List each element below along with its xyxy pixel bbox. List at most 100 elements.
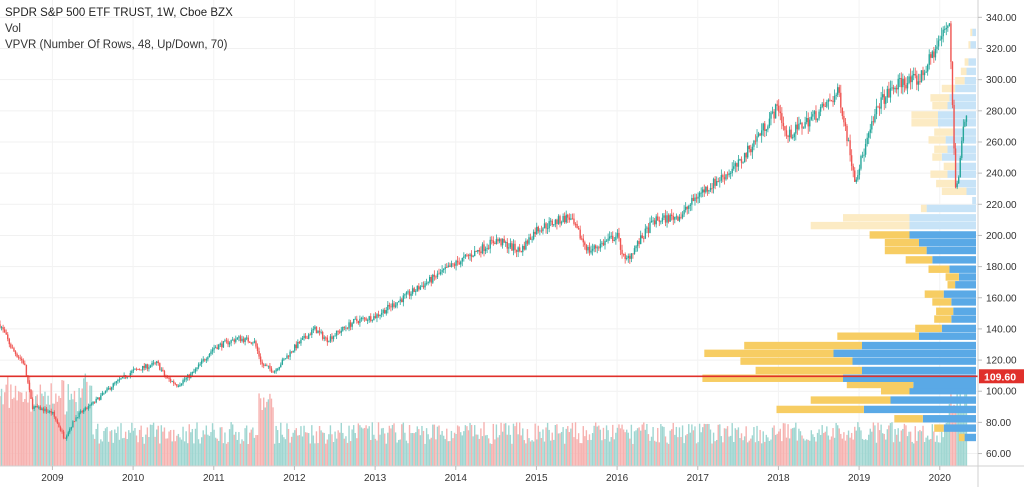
volume-bar [7,376,9,466]
candle-body [708,190,710,192]
volume-bar [574,422,577,466]
candle-body [760,130,763,136]
volume-bar [148,437,150,466]
volume-bar [570,428,572,466]
vpvr-down-bar [941,187,967,196]
volume-bar [525,443,527,466]
candle-body [534,231,536,235]
candle-body [30,389,32,399]
candle-body [880,97,882,109]
candle-body [276,369,279,371]
candle-body [256,346,259,351]
volume-bar [349,441,352,466]
volume-bar [494,439,496,466]
candle-body [362,317,364,319]
candle-body [762,123,764,131]
volume-bar [529,441,532,466]
volume-bar [719,424,721,466]
price-axis[interactable]: 60.00 80.00 100.00 120.00 140.00 160.00 180.00… [977,0,1017,487]
candle-body [461,258,463,262]
volume-bar [866,440,868,466]
candle-body [180,383,183,385]
volume-bar [790,428,792,466]
candle-body [280,364,282,368]
vpvr-up-bar [938,111,976,119]
volume-bar [832,428,834,466]
volume-bar [368,426,370,466]
volume-bar [596,426,598,466]
volume-bar [477,434,479,466]
volume-bar [584,436,586,466]
candle-body [494,243,496,245]
candle-body [698,192,701,197]
volume-bar [875,442,878,466]
candle-body [425,283,428,284]
volume-bar [357,423,360,466]
candle-body [919,81,921,83]
candle-body [55,416,57,421]
volume-bar [11,398,14,466]
volume-bar [17,391,20,466]
candle-body [525,240,527,250]
volume-bar [283,437,285,466]
candle-body [76,417,79,419]
candle-body [836,87,839,95]
candle-body [340,330,342,333]
volume-bar [563,443,566,466]
candle-body [660,221,662,223]
volume-bar [207,434,209,466]
volume-bar [681,425,684,466]
volume-bar [646,423,648,466]
candle-body [756,136,758,142]
volume-bar [273,443,276,466]
vpvr-down-bar [810,396,891,404]
vpvr-up-bar [949,265,976,273]
candle-body [287,355,290,357]
candle-body [655,216,657,225]
candle-body [182,380,184,384]
volume-bar [399,439,401,466]
volume-bar [59,398,62,466]
candle-body [872,121,875,123]
volume-bar [697,442,699,466]
candle-body [649,222,651,233]
volume-indicator-label[interactable]: Vol [5,23,21,35]
candle-body [874,114,876,123]
candle-body [118,379,121,381]
volume-bar [560,431,563,466]
candle-body [157,361,159,364]
candle-body [432,274,434,283]
candle-body [787,135,789,138]
candle-body [205,359,208,361]
volume-bar [121,438,124,466]
volume-bar [270,398,273,466]
volume-bar [885,439,887,466]
symbol-title[interactable]: SPDR S&P 500 ETF TRUST, 1W, Cboe BZX [5,7,233,19]
volume-bar [585,430,588,466]
volume-bar [275,425,277,466]
volume-bar [723,428,726,466]
volume-bar [605,425,608,466]
volume-bar [847,430,850,466]
y-tick-label: 60.00 [986,449,1011,460]
candle-body [849,140,851,156]
candle-body [168,377,170,380]
volume-bar [439,434,442,466]
volume-bar [67,384,69,466]
candle-body [503,238,505,243]
volume-bar [185,431,187,466]
candle-body [667,215,670,222]
candle-body [591,248,594,251]
volume-bar [242,441,245,466]
candle-body [174,383,176,385]
candle-body [196,367,198,370]
candle-body [326,337,329,343]
volume-bar [87,408,90,466]
vpvr-up-bar [926,204,976,213]
volume-bar [836,425,839,466]
vpvr-indicator-label[interactable]: VPVR (Number Of Rows, 48, Up/Down, 70) [5,39,228,51]
time-axis[interactable]: 2009 2010 2011 2012 2013 2014 2015 2016 2017 2018… [0,465,1024,484]
volume-bar [461,435,463,466]
candle-body [573,218,575,224]
